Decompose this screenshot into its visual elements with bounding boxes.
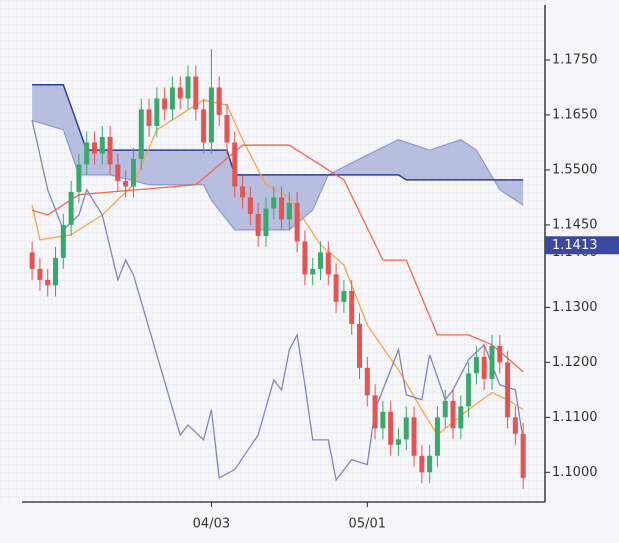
candle-body: [130, 158, 136, 187]
candle-body: [53, 257, 59, 286]
candle-body: [427, 455, 433, 473]
candle-body: [520, 433, 526, 478]
candle-body: [489, 345, 495, 379]
candle-body: [263, 208, 269, 236]
candle-body: [154, 98, 160, 126]
candle-body: [177, 87, 183, 99]
candle-body: [185, 76, 191, 99]
y-tick-label: 1.5500: [552, 162, 598, 177]
candle-body: [286, 202, 292, 220]
candle-body: [458, 406, 464, 429]
cloud: [32, 84, 524, 230]
candle-body: [224, 114, 230, 143]
span-a-line: [31, 119, 524, 231]
candle-body: [294, 202, 300, 242]
candle-body: [411, 417, 417, 456]
candle-body: [380, 411, 386, 429]
candle-body: [169, 87, 175, 110]
candle-body: [45, 279, 51, 286]
x-tick-label: 05/01: [349, 517, 386, 532]
candle-body: [318, 252, 324, 269]
candle-body: [333, 274, 339, 302]
candle-body: [434, 417, 440, 456]
candle-body: [364, 367, 370, 396]
y-tick-label: 1.1450: [552, 217, 598, 232]
candle-body: [466, 373, 472, 407]
span-b-line: [32, 83, 524, 181]
y-tick-label: 1.1100: [552, 410, 598, 425]
indicator-line: [31, 120, 524, 482]
candle-body: [310, 268, 316, 275]
y-tick-label: 1.1750: [552, 52, 598, 67]
price-label: 1.1413: [552, 238, 598, 253]
candle-body: [138, 109, 144, 159]
candle-body: [201, 109, 207, 143]
candle-body: [240, 186, 246, 198]
candle-body: [60, 224, 66, 258]
candle-body: [271, 197, 277, 209]
candle-body: [403, 417, 409, 440]
candle-body: [279, 197, 285, 220]
candle-body: [395, 439, 401, 445]
candle-body: [442, 400, 448, 418]
candle-body: [419, 455, 425, 473]
candle-body: [473, 356, 479, 374]
candle-body: [91, 142, 97, 154]
candle-body: [232, 142, 238, 187]
plot-area: [29, 48, 526, 489]
candle-body: [107, 136, 113, 165]
candle-body: [37, 268, 43, 280]
candle-body: [123, 180, 129, 187]
candle-body: [76, 164, 82, 192]
candle-body: [29, 252, 35, 269]
candle-body: [388, 411, 394, 445]
candle-body: [84, 142, 90, 165]
candle-body: [193, 76, 199, 110]
y-tick-label: 1.1650: [552, 107, 598, 122]
candle-body: [325, 252, 331, 275]
axes: 1.17501.16501.55001.14501.14001.13001.12…: [193, 52, 619, 532]
indicator-line: [31, 144, 524, 373]
x-tick-label: 04/03: [193, 517, 230, 532]
candle-body: [162, 98, 168, 110]
candle-body: [497, 345, 503, 363]
candle-body: [115, 164, 121, 181]
candle-body: [146, 109, 152, 126]
candle-body: [302, 241, 308, 275]
candle-body: [505, 362, 511, 418]
candle-body: [99, 136, 105, 154]
candle-body: [208, 87, 214, 143]
y-tick-label: 1.1200: [552, 355, 598, 370]
y-tick-label: 1.1300: [552, 300, 598, 315]
candle-body: [356, 323, 362, 368]
candle-body: [450, 400, 456, 429]
candle-body: [68, 191, 74, 225]
candle-body: [349, 290, 355, 324]
candle-body: [372, 395, 378, 429]
price-label-box: [545, 236, 619, 255]
candle-body: [481, 356, 487, 379]
candle-body: [255, 213, 261, 236]
candle-body: [247, 197, 253, 214]
y-tick-label: 1.1000: [552, 465, 598, 480]
candle-body: [216, 87, 222, 115]
candle-body: [341, 290, 347, 302]
candle-body: [512, 417, 518, 434]
